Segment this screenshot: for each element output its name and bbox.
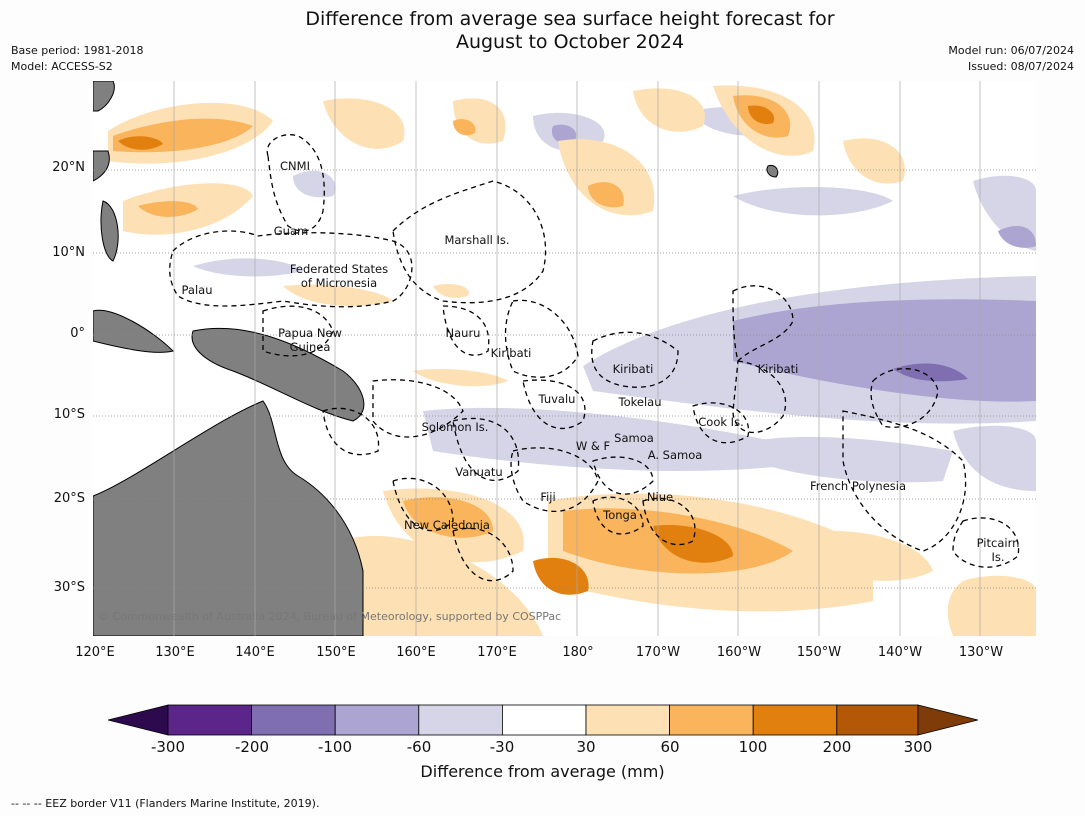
lon-label-140w: 140°W bbox=[877, 645, 923, 660]
positive-anomaly-areas bbox=[108, 85, 1036, 636]
model-run: Model run: 06/07/2024 bbox=[948, 44, 1074, 57]
base-period: Base period: 1981-2018 bbox=[11, 44, 144, 57]
colorbar-bin-9 bbox=[836, 704, 919, 736]
place-fsm-line-2: of Micronesia bbox=[300, 276, 378, 290]
colorbar-bin-4 bbox=[418, 704, 503, 736]
lon-label-180: 180° bbox=[562, 645, 594, 660]
colorbar-tick-9: 200 bbox=[822, 738, 852, 756]
place-samoa: Samoa bbox=[614, 431, 654, 445]
place-cook-islands: Cook Is. bbox=[698, 415, 744, 429]
lat-label-20n: 20°N bbox=[52, 160, 85, 175]
place-fsm-line-1: Federated States bbox=[289, 262, 389, 276]
graticule bbox=[93, 169, 1036, 589]
place-fiji: Fiji bbox=[540, 490, 556, 504]
lat-label-20s: 20°S bbox=[53, 491, 85, 506]
graticule-meridians bbox=[173, 81, 981, 636]
place-solomon-islands: Solomon Is. bbox=[421, 420, 489, 434]
colorbar-bin-5 bbox=[501, 704, 587, 736]
place-guam: Guam bbox=[273, 224, 309, 238]
colorbar-tick-4: -60 bbox=[406, 738, 432, 756]
place-cnmi: CNMI bbox=[280, 159, 310, 173]
place-french-polynesia: French Polynesia bbox=[809, 479, 907, 493]
place-niue: Niue bbox=[646, 490, 674, 504]
issued-date: Issued: 08/07/2024 bbox=[967, 60, 1074, 73]
colorbar-tick-3: -100 bbox=[317, 738, 353, 756]
lon-label-160e: 160°E bbox=[396, 645, 436, 660]
colorbar-tick-1: -300 bbox=[150, 738, 186, 756]
place-kiribati-east: Kiribati bbox=[757, 362, 799, 376]
lon-label-130w: 130°W bbox=[958, 645, 1004, 660]
colorbar-extend-low bbox=[108, 704, 169, 736]
colorbar-bin-8 bbox=[752, 704, 838, 736]
land-masses bbox=[93, 81, 779, 636]
colorbar-label: Difference from average (mm) bbox=[420, 762, 665, 781]
lat-label-10n: 10°N bbox=[52, 245, 85, 260]
colorbar-bin-2 bbox=[251, 704, 336, 736]
lon-label-150e: 150°E bbox=[316, 645, 356, 660]
negative-anomaly-areas bbox=[193, 107, 1036, 491]
map-svg bbox=[93, 81, 1036, 636]
place-kiribati-central: Kiribati bbox=[612, 362, 654, 376]
lat-label-30s: 30°S bbox=[53, 580, 85, 595]
colorbar-extend-high bbox=[917, 704, 978, 736]
map-panel: CNMI Guam Marshall Is. Federated States … bbox=[93, 81, 1036, 636]
place-nauru: Nauru bbox=[445, 326, 481, 340]
meta-left: Base period: 1981-2018 Model: ACCESS-S2 bbox=[11, 43, 143, 75]
place-tuvalu: Tuvalu bbox=[538, 392, 576, 406]
place-new-caledonia: New Caledonia bbox=[404, 518, 490, 532]
colorbar-bin-7 bbox=[669, 704, 754, 736]
colorbar-tick-2: -200 bbox=[234, 738, 270, 756]
eez-footnote: -- -- -- EEZ border V11 (Flanders Marine… bbox=[11, 797, 320, 810]
colorbar-tick-5: -30 bbox=[489, 738, 515, 756]
lon-label-120e: 120°E bbox=[75, 645, 115, 660]
place-kiribati-west: Kiribati bbox=[490, 346, 532, 360]
lon-label-130e: 130°E bbox=[155, 645, 195, 660]
place-marshall-islands: Marshall Is. bbox=[444, 233, 510, 247]
colorbar-bin-6 bbox=[585, 704, 670, 736]
place-tokelau: Tokelau bbox=[618, 395, 662, 409]
meta-right: Model run: 06/07/2024 Issued: 08/07/2024 bbox=[948, 43, 1074, 75]
place-pitcairn-line-2: Is. bbox=[991, 550, 1005, 564]
copyright-note: © Commonwealth of Australia 2024, Bureau… bbox=[98, 610, 562, 623]
place-pitcairn-line-1: Pitcairn bbox=[976, 536, 1020, 550]
lon-label-170e: 170°E bbox=[477, 645, 517, 660]
title-line-1: Difference from average sea surface heig… bbox=[305, 8, 835, 30]
place-wallis-futuna: W & F bbox=[575, 439, 611, 453]
place-png-line-1: Papua New bbox=[278, 326, 342, 340]
chart-title: Difference from average sea surface heig… bbox=[0, 8, 1085, 54]
model-name: Model: ACCESS-S2 bbox=[11, 60, 113, 73]
colorbar-tick-8: 100 bbox=[738, 738, 768, 756]
lat-label-10s: 10°S bbox=[53, 407, 85, 422]
place-tonga: Tonga bbox=[603, 508, 637, 522]
colorbar-tick-7: 60 bbox=[660, 738, 680, 756]
eez-borders bbox=[169, 134, 1020, 582]
place-palau: Palau bbox=[181, 283, 213, 297]
lon-label-140e: 140°E bbox=[235, 645, 275, 660]
colorbar-tick-10: 300 bbox=[903, 738, 933, 756]
place-png-line-2: Guinea bbox=[289, 340, 331, 354]
lat-label-equator: 0° bbox=[70, 326, 85, 341]
colorbar-tick-6: 30 bbox=[576, 738, 596, 756]
title-line-2: August to October 2024 bbox=[455, 31, 685, 53]
place-vanuatu: Vanuatu bbox=[455, 465, 503, 479]
colorbar-bin-3 bbox=[334, 704, 420, 736]
colorbar-bin-1 bbox=[167, 704, 252, 736]
lon-label-150w: 150°W bbox=[796, 645, 842, 660]
place-american-samoa: A. Samoa bbox=[647, 448, 703, 462]
lon-label-160w: 160°W bbox=[716, 645, 762, 660]
colorbar bbox=[108, 704, 978, 736]
lon-label-170w: 170°W bbox=[635, 645, 681, 660]
